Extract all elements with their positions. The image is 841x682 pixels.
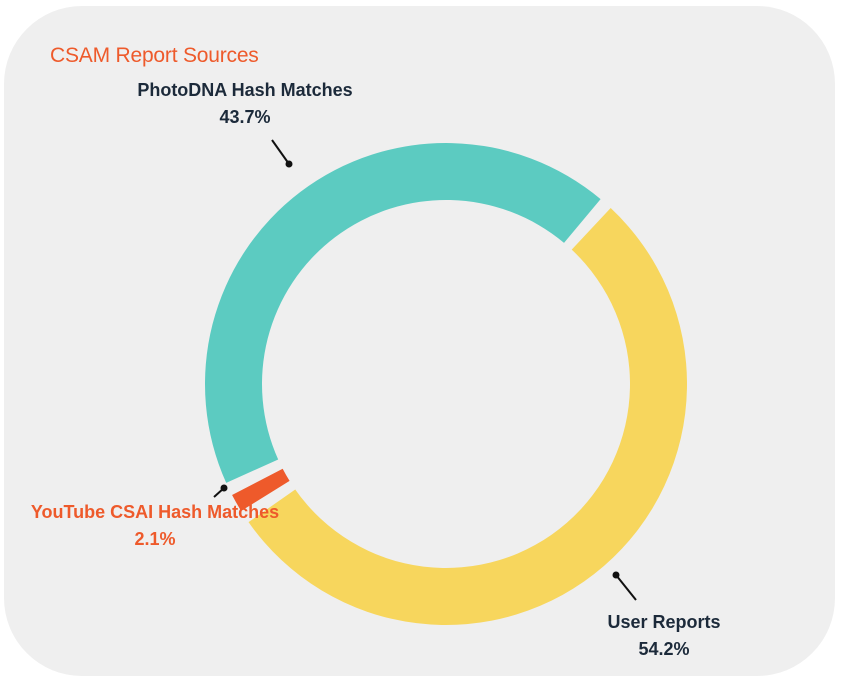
leader-dot-0: [612, 571, 620, 579]
slice-label-youtube-csai: YouTube CSAI Hash Matches 2.1%: [31, 499, 279, 553]
donut-slice-2: [204, 143, 601, 483]
leader-dot-2: [285, 160, 293, 168]
chart-title: CSAM Report Sources: [50, 44, 259, 67]
slice-label-photodna: PhotoDNA Hash Matches 43.7%: [137, 77, 352, 131]
slice-value-photodna: 43.7%: [219, 107, 271, 127]
slice-name-youtube-csai: YouTube CSAI Hash Matches: [30, 502, 280, 522]
leader-dot-1: [220, 484, 228, 492]
slice-label-user-reports: User Reports 54.2%: [607, 609, 720, 663]
chart-card: [4, 6, 835, 676]
slice-name-photodna: PhotoDNA Hash Matches: [137, 80, 353, 100]
slice-name-user-reports: User Reports: [607, 612, 721, 632]
leader-line-0: [615, 574, 637, 601]
donut-slice-1: [232, 468, 290, 511]
slice-value-user-reports: 54.2%: [638, 639, 690, 659]
donut-slice-0: [248, 208, 687, 625]
slice-value-youtube-csai: 2.1%: [134, 529, 176, 549]
leader-line-2: [271, 139, 290, 165]
